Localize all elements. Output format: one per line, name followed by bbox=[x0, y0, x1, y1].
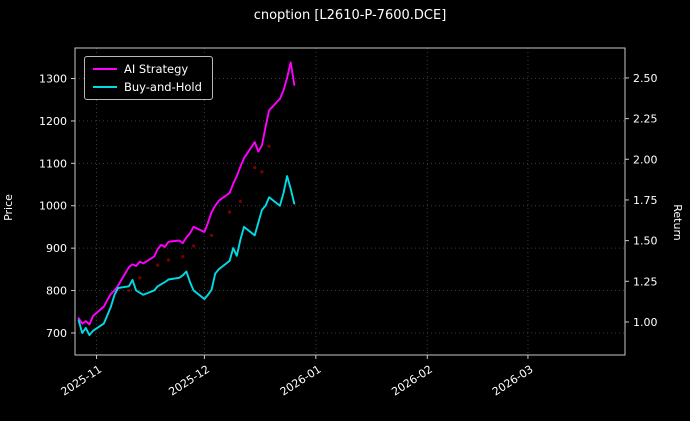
x-tick-label: 2025-12 bbox=[166, 363, 212, 399]
legend-entry-buy-and-hold: Buy-and-Hold bbox=[93, 81, 202, 93]
series-line-ai-strategy bbox=[77, 61, 296, 326]
legend: AI Strategy Buy-and-Hold bbox=[84, 56, 213, 100]
trade-marker bbox=[156, 263, 160, 267]
trade-marker bbox=[210, 233, 214, 238]
y-tick-label-left: 1300 bbox=[39, 73, 67, 86]
y-tick-label-left: 1000 bbox=[39, 200, 67, 213]
trade-marker bbox=[227, 210, 232, 214]
legend-label-ai-strategy: AI Strategy bbox=[124, 62, 189, 76]
y-tick-label-right: 2.50 bbox=[633, 72, 658, 85]
y-tick-label-left: 800 bbox=[46, 285, 67, 298]
trade-marker bbox=[127, 288, 131, 293]
y-tick-label-right: 2.25 bbox=[633, 113, 658, 126]
trade-marker bbox=[253, 165, 257, 170]
trade-marker bbox=[192, 244, 196, 248]
plot-border bbox=[74, 47, 626, 356]
series-line-buy-and-hold bbox=[77, 175, 296, 337]
y-tick-label-left: 700 bbox=[46, 327, 67, 340]
legend-line-ai-strategy-icon bbox=[93, 68, 117, 70]
y-tick-label-right: 1.00 bbox=[633, 316, 658, 329]
trade-marker bbox=[166, 258, 171, 262]
trade-marker bbox=[238, 199, 242, 204]
legend-line-buy-and-hold-icon bbox=[93, 86, 117, 88]
trade-marker bbox=[181, 255, 185, 259]
legend-label-buy-and-hold: Buy-and-Hold bbox=[124, 80, 202, 94]
x-tick-label: 2026-01 bbox=[278, 363, 324, 399]
y-tick-label-right: 1.25 bbox=[633, 275, 658, 288]
y-tick-label-right: 1.50 bbox=[633, 235, 658, 248]
trade-marker bbox=[267, 144, 271, 148]
chart-title: cnoption [L2610-P-7600.DCE] bbox=[253, 8, 447, 23]
trade-marker bbox=[138, 276, 142, 280]
y-tick-label-left: 1100 bbox=[39, 157, 67, 170]
x-tick-label: 2025-11 bbox=[59, 363, 105, 399]
legend-entry-ai-strategy: AI Strategy bbox=[93, 63, 202, 75]
x-tick-label: 2026-03 bbox=[490, 363, 536, 399]
y-axis-label-price: Price bbox=[1, 194, 15, 221]
y-tick-label-left: 1200 bbox=[39, 115, 67, 128]
y-tick-label-left: 900 bbox=[46, 242, 67, 255]
x-tick-label: 2026-02 bbox=[389, 363, 435, 399]
y-tick-label-right: 1.75 bbox=[633, 194, 658, 207]
y-tick-label-right: 2.00 bbox=[633, 153, 658, 166]
trade-marker bbox=[260, 170, 264, 174]
y-axis-label-return: Return bbox=[671, 204, 685, 241]
